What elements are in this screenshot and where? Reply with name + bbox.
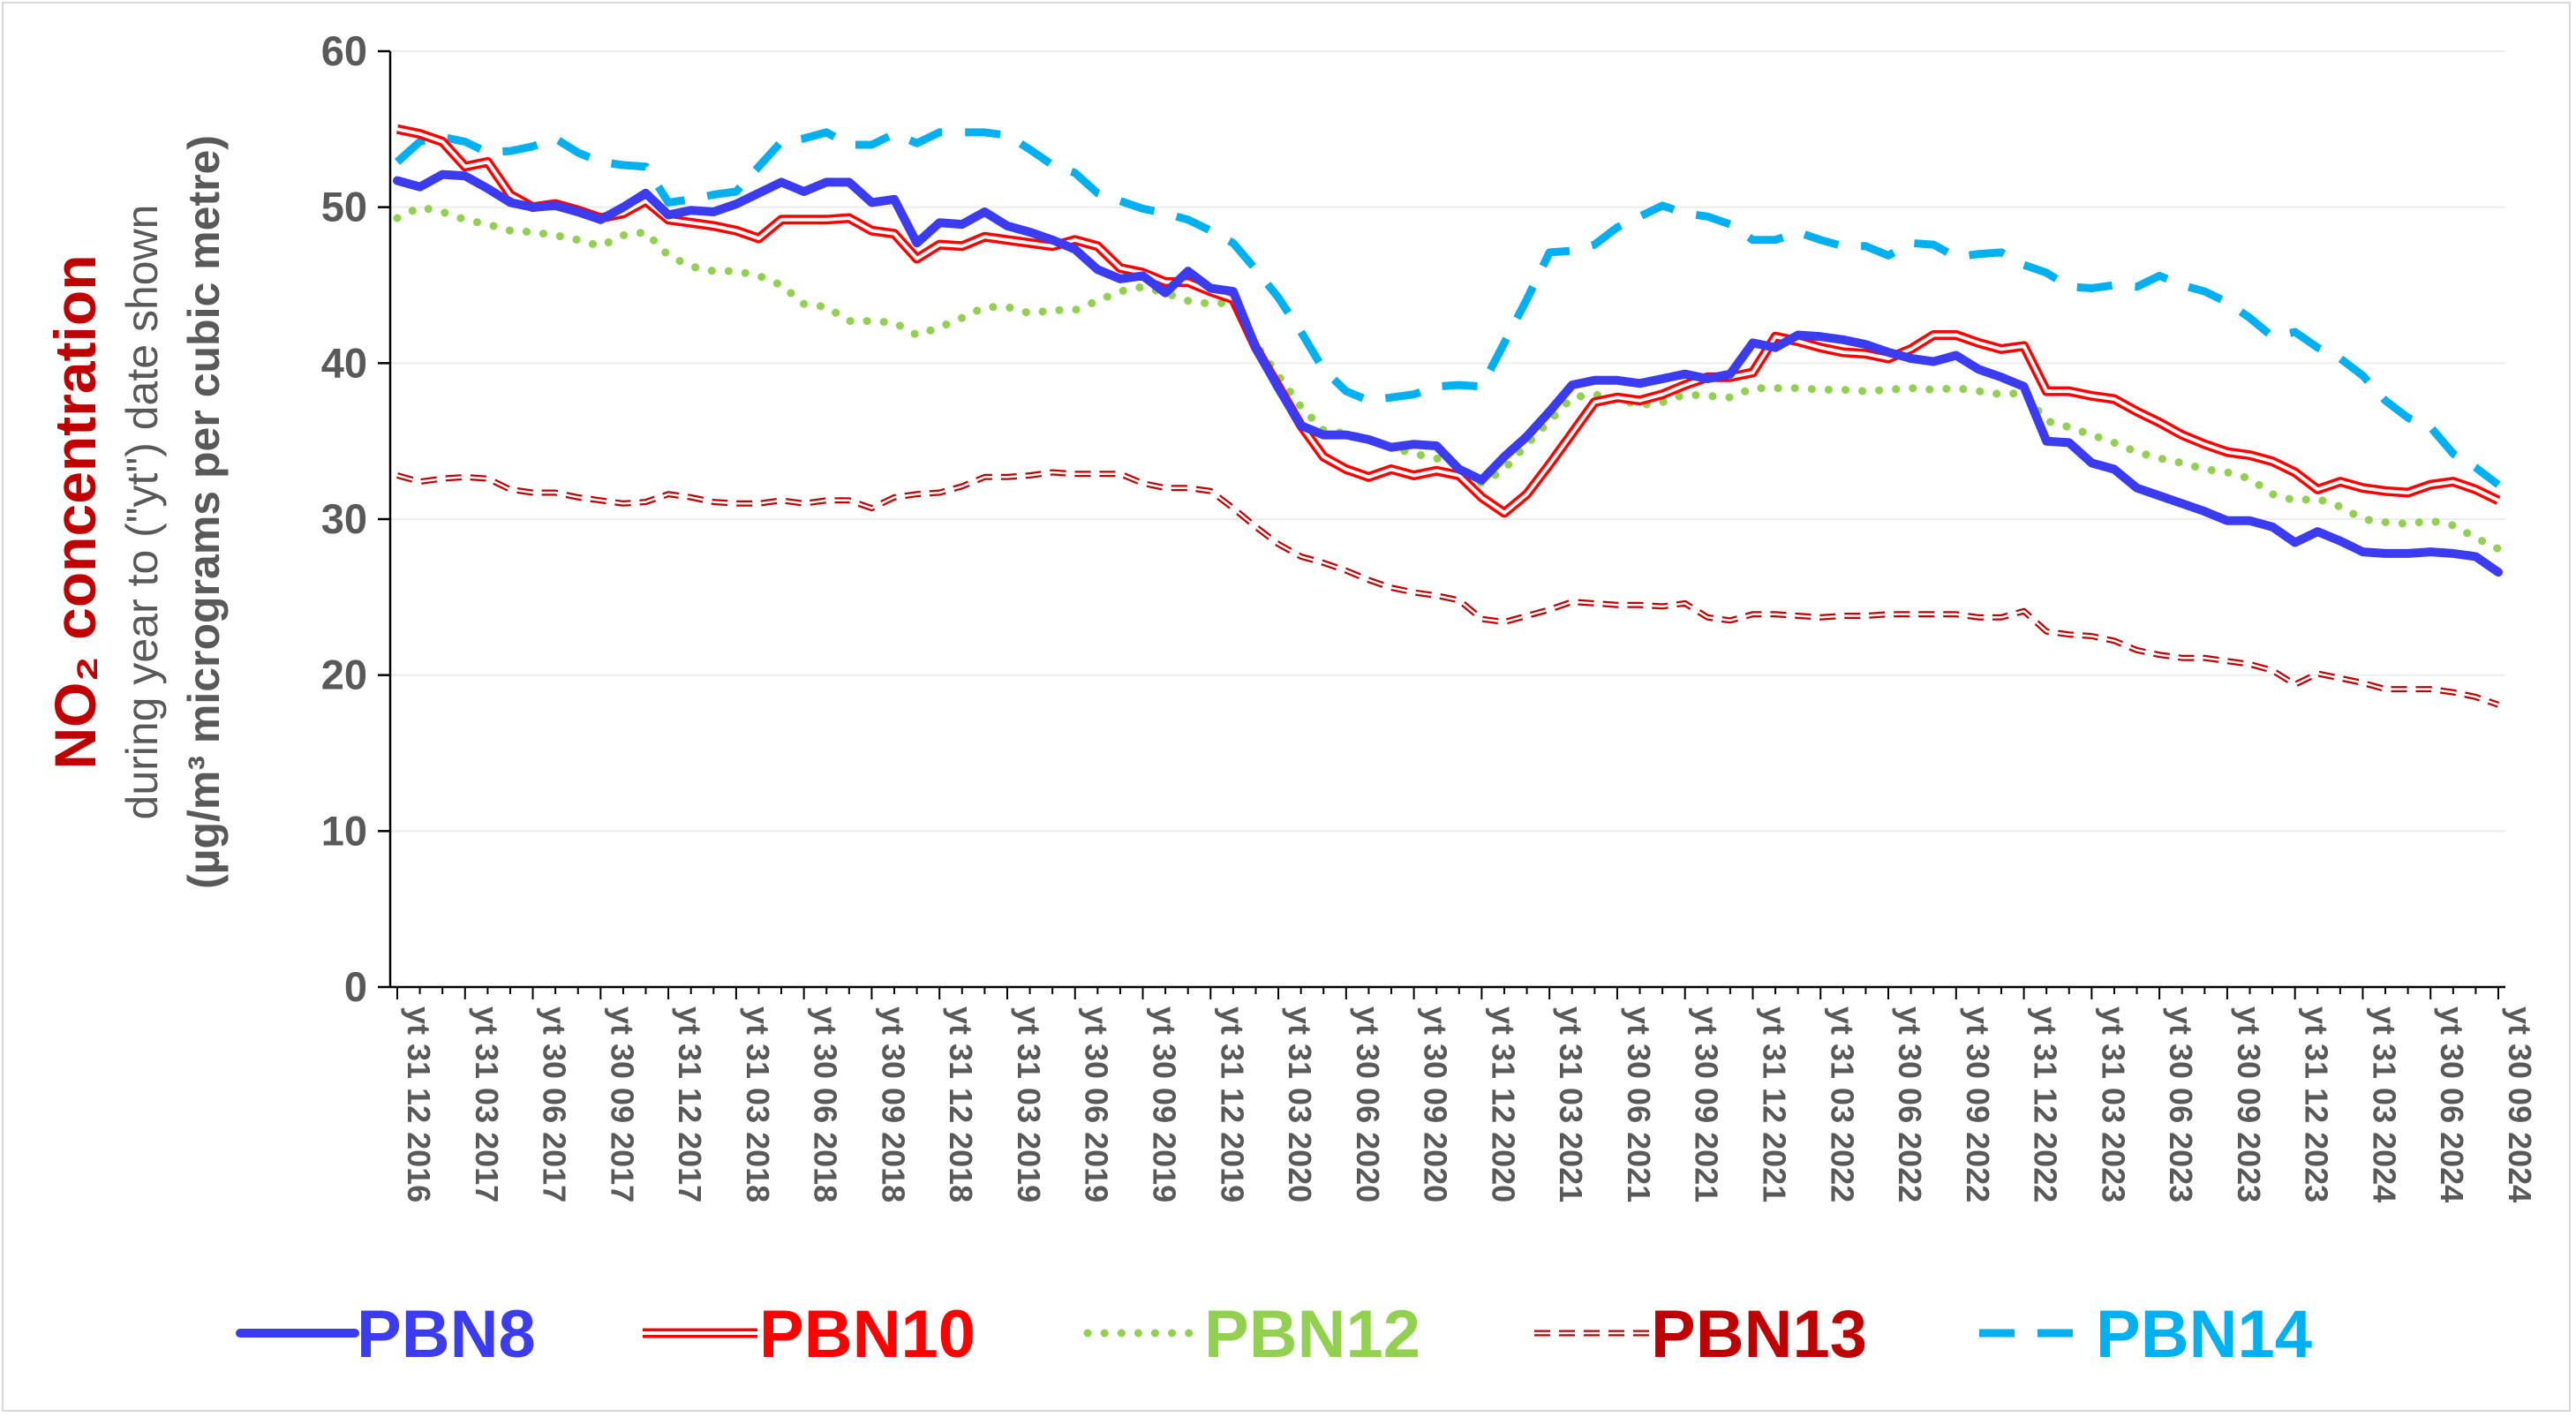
x-tick-label: yt 31 12 2021 (1756, 1006, 1792, 1202)
x-tick-label: yt 31 03 2022 (1824, 1006, 1860, 1202)
y-tick-label: 60 (321, 27, 367, 74)
y-tick-label: 40 (321, 339, 367, 386)
x-tick-labels: yt 31 12 2016 yt 31 03 2017 yt 30 06 2017 y… (396, 987, 2538, 1202)
series-pbn13 (396, 469, 2500, 708)
legend-item-pbn13: PBN13 (1534, 1297, 1867, 1372)
y-axis-title-line2: during year to ("yt") date shown (117, 205, 167, 820)
series-line-pbn12 (393, 203, 2503, 554)
y-axis-title-main: NO₂ concentration (42, 254, 108, 769)
y-tick-label: 20 (321, 652, 367, 698)
x-tick-label: yt 31 12 2020 (1485, 1006, 1521, 1202)
x-tick-label: yt 30 09 2023 (2231, 1006, 2267, 1202)
x-tick-label: yt 31 12 2016 (401, 1006, 437, 1202)
series-lines (393, 124, 2503, 708)
legend-label-pbn14: PBN14 (2096, 1297, 2312, 1372)
x-tick-label: yt 30 09 2022 (1960, 1006, 1996, 1202)
y-axis-title: NO₂ concentration during year to ("yt") … (42, 135, 229, 889)
x-tick-label: yt 30 06 2022 (1892, 1006, 1928, 1202)
x-tick-label: yt 30 06 2018 (808, 1006, 844, 1202)
x-tick-label: yt 31 03 2020 (1282, 1006, 1318, 1202)
axes (388, 51, 2505, 989)
series-pbn10 (395, 124, 2501, 518)
y-axis-title-line3: (µg/m³ micrograms per cubic metre) (179, 135, 229, 889)
gridlines (378, 49, 2505, 989)
x-tick-label: yt 30 06 2021 (1621, 1006, 1657, 1202)
legend-item-pbn14: PBN14 (1979, 1297, 2312, 1372)
x-tick-label: yt 30 06 2017 (537, 1006, 573, 1202)
legend-label-pbn8: PBN8 (357, 1297, 536, 1372)
x-tick-label: yt 31 12 2017 (672, 1006, 708, 1202)
legend-label-pbn10: PBN10 (759, 1297, 975, 1372)
legend: PBN8 PBN10 PBN12 PBN13 PBN14 (236, 1297, 2312, 1372)
series-line-pbn10-inner (396, 127, 2499, 515)
x-tick-label: yt 30 06 2024 (2434, 1006, 2470, 1202)
x-tick-label: yt 31 12 2018 (943, 1006, 979, 1202)
x-tick-label: yt 31 03 2017 (469, 1006, 505, 1202)
y-tick-labels: 0 10 20 30 40 50 60 (321, 27, 367, 1010)
x-tick-label: yt 30 06 2023 (2163, 1006, 2199, 1202)
legend-item-pbn8: PBN8 (236, 1297, 536, 1372)
x-tick-label: yt 30 06 2020 (1350, 1006, 1386, 1202)
x-tick-label: yt 31 03 2018 (740, 1006, 776, 1202)
y-tick-label: 50 (321, 184, 367, 230)
series-line-pbn13-inner (396, 471, 2499, 706)
x-tick-label: yt 31 03 2021 (1553, 1006, 1589, 1202)
x-tick-label: yt 30 09 2021 (1689, 1006, 1725, 1202)
legend-item-pbn12: PBN12 (1083, 1297, 1420, 1372)
x-tick-label: yt 31 12 2019 (1214, 1006, 1250, 1202)
x-tick-label: yt 30 09 2018 (875, 1006, 911, 1202)
series-pbn8 (393, 170, 2503, 577)
y-tick-label: 30 (321, 495, 367, 542)
series-pbn12 (393, 203, 2503, 554)
x-tick-label: yt 30 09 2024 (2502, 1006, 2538, 1202)
series-line-pbn14 (394, 128, 2501, 488)
x-tick-label: yt 30 09 2017 (604, 1006, 640, 1202)
x-tick-label: yt 31 03 2019 (1011, 1006, 1047, 1202)
series-line-pbn8 (393, 170, 2503, 577)
legend-item-pbn10: PBN10 (643, 1297, 975, 1372)
y-tick-label: 0 (344, 963, 367, 1010)
y-tick-label: 10 (321, 807, 367, 854)
x-tick-label: yt 31 03 2024 (2366, 1006, 2402, 1202)
legend-label-pbn13: PBN13 (1651, 1297, 1867, 1372)
x-tick-label: yt 31 12 2023 (2299, 1006, 2335, 1202)
x-tick-label: yt 31 03 2023 (2095, 1006, 2131, 1202)
x-tick-label: yt 30 06 2019 (1079, 1006, 1115, 1202)
x-tick-label: yt 30 09 2019 (1147, 1006, 1183, 1202)
series-pbn14 (394, 128, 2501, 488)
legend-label-pbn12: PBN12 (1204, 1297, 1420, 1372)
x-tick-label: yt 30 09 2020 (1418, 1006, 1454, 1202)
x-tick-label: yt 31 12 2022 (2028, 1006, 2064, 1202)
